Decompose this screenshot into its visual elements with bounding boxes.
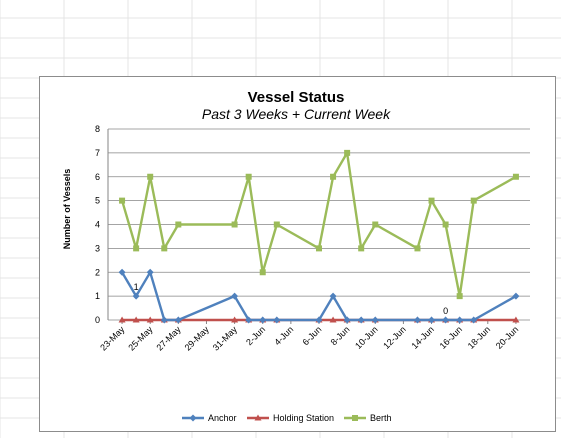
x-tick-label: 20-Jun [494,324,521,351]
berth-point [316,245,322,252]
y-tick-label: 0 [95,315,100,325]
legend-holding-station-label: Holding Station [273,413,334,423]
anchor-point [512,292,520,300]
legend-anchor-marker [189,414,197,422]
anchor-point [273,316,281,324]
legend: Anchor Holding Station Berth [182,413,392,423]
berth-point [273,221,280,228]
anchor-point [428,316,436,324]
legend-berth-label: Berth [370,413,392,423]
anchor-point [329,292,337,300]
berth-point [330,173,337,180]
x-tick-label: 8-Jun [329,324,352,347]
berth-point [456,293,463,300]
anchor-point [371,316,379,324]
berth-point [344,149,351,156]
anchor-point [231,292,239,300]
data-labels: 10 [134,282,448,316]
plot-gridlines [107,128,530,321]
x-tick-label: 25-May [126,324,155,353]
berth-line [120,151,517,298]
holding-station-point [132,316,140,323]
y-tick-label: 1 [95,291,100,301]
point-data-label: 0 [443,306,448,316]
berth-point [245,173,252,180]
chart-subtitle: Past 3 Weeks + Current Week [202,106,391,122]
berth-point [147,173,154,180]
holding-station-point [512,316,520,323]
berth-point [358,245,365,252]
y-tick-label: 6 [95,172,100,182]
berth-point [259,269,266,276]
berth-point [161,245,168,252]
y-tick-label: 3 [95,243,100,253]
x-tick-label: 10-Jun [353,324,380,351]
berth-point [175,221,182,228]
x-tick-label: 27-May [154,324,183,353]
anchor-point [132,292,140,300]
x-axis-ticks: 23-May 25-May 27-May 29-May 31-May 2-Jun 4-Jun… [98,320,520,353]
anchor-point [315,316,323,324]
legend-holding-station-marker [254,414,262,421]
legend-anchor-label: Anchor [208,413,237,423]
holding-station-point [146,316,154,323]
berth-point [428,197,435,204]
x-tick-label: 4-Jun [272,324,295,347]
legend-berth-marker [352,415,358,421]
x-tick-label: 6-Jun [300,324,323,347]
x-tick-label: 2-Jun [244,324,267,347]
anchor-point [245,316,253,324]
anchor-point [174,316,182,324]
anchor-point [160,316,168,324]
x-tick-label: 14-Jun [409,324,436,351]
holding-station-point [118,316,126,323]
y-tick-label: 2 [95,267,100,277]
anchor-point [470,316,478,324]
chart-frame [39,76,556,432]
y-axis-title: Number of Vessels [62,169,72,250]
x-tick-label: 12-Jun [381,324,408,351]
x-tick-label: 23-May [98,324,127,353]
berth-point [512,173,519,180]
berth-point [133,245,140,252]
x-tick-label: 31-May [211,324,240,353]
y-tick-label: 8 [95,124,100,134]
berth-point [372,221,379,228]
x-tick-label: 18-Jun [466,324,493,351]
berth-point [442,221,449,228]
y-tick-label: 7 [95,148,100,158]
y-tick-label: 4 [95,220,100,230]
anchor-point [259,316,267,324]
y-axis-ticks: 0 1 2 3 4 5 6 7 8 [95,124,100,325]
berth-point [470,197,477,204]
anchor-point [357,316,365,324]
holding-station-point [231,316,239,323]
x-tick-label: 16-Jun [438,324,465,351]
x-tick-label: 29-May [183,324,212,353]
berth-point [119,197,126,204]
anchor-point [118,268,126,276]
chart-title: Vessel Status [248,89,345,106]
anchor-point [413,316,421,324]
series-layer [118,149,520,324]
berth-point [414,245,421,252]
anchor-point [442,316,450,324]
y-tick-label: 5 [95,196,100,206]
anchor-point [146,268,154,276]
anchor-point [343,316,351,324]
berth-point [231,221,238,228]
holding-station-point [329,316,337,323]
anchor-point [456,316,464,324]
point-data-label: 1 [134,282,139,292]
